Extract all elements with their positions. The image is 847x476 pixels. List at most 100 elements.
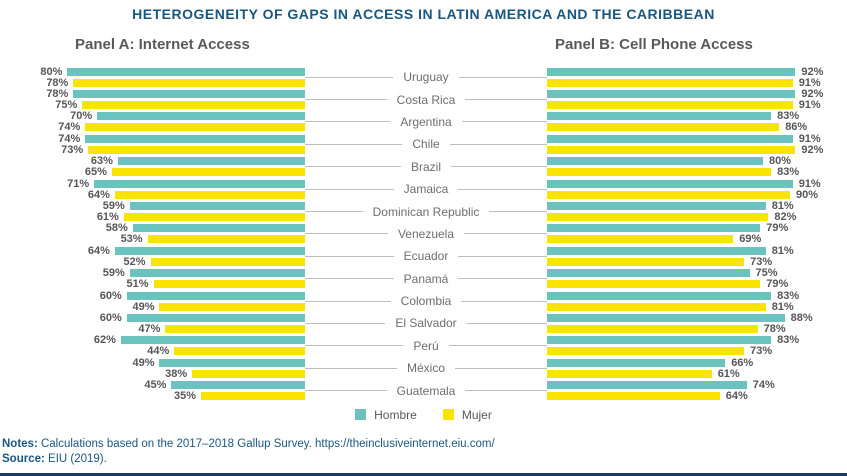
country-row: 59% 51% Panamá 75% 79% xyxy=(8,268,847,290)
bar-line: 71% xyxy=(8,178,305,189)
panel-a-bars: 74% 73% xyxy=(8,133,305,155)
bar-line: 44% xyxy=(8,345,305,358)
bar-line: 78% xyxy=(8,88,305,101)
connector-line xyxy=(455,367,548,369)
bar-line: 47% xyxy=(8,323,305,334)
bar-value-label: 80% xyxy=(769,155,792,168)
bar-value-label: 64% xyxy=(87,188,110,201)
bar-mujer-panel-b xyxy=(547,145,796,154)
bar-line: 74% xyxy=(8,122,305,133)
bar-hombre-panel-a xyxy=(94,179,305,188)
bar-value-label: 78% xyxy=(46,88,69,101)
bar-mujer-panel-a xyxy=(147,235,305,244)
bar-value-label: 35% xyxy=(174,390,197,403)
bar-line: 52% xyxy=(8,255,305,268)
bar-line: 90% xyxy=(547,188,847,201)
panel-headings: Panel A: Internet Access Panel B: Cell P… xyxy=(0,36,847,54)
bar-mujer-panel-a xyxy=(174,347,305,356)
panel-b-bars: 91% 90% xyxy=(547,178,847,200)
country-row: 80% 78% Uruguay 92% 91% xyxy=(8,66,847,88)
connector-line xyxy=(465,99,547,101)
connector-line xyxy=(466,322,547,324)
connector-line xyxy=(305,367,397,369)
bar-line: 92% xyxy=(547,89,847,100)
country-row: 70% 74% Argentina 83% 86% xyxy=(8,111,847,133)
bar-value-label: 70% xyxy=(70,110,93,123)
connector-line xyxy=(464,233,547,235)
bar-line: 70% xyxy=(8,110,305,123)
bar-value-label: 80% xyxy=(40,65,63,78)
country-cell: Colombia xyxy=(305,290,548,312)
bar-value-label: 79% xyxy=(766,278,789,291)
country-cell: Guatemala xyxy=(305,379,548,401)
country-cell: Chile xyxy=(305,133,548,155)
bar-mujer-panel-a xyxy=(192,369,305,378)
panel-a-bars: 78% 75% xyxy=(8,88,305,111)
bar-line: 45% xyxy=(8,380,305,391)
bar-line: 91% xyxy=(547,100,847,111)
bar-hombre-panel-a xyxy=(67,67,305,76)
bar-value-label: 65% xyxy=(84,166,107,179)
country-row: 49% 38% México 66% 61% xyxy=(8,357,847,379)
bar-value-label: 91% xyxy=(798,177,821,190)
bar-line: 64% xyxy=(547,391,847,402)
bar-value-label: 81% xyxy=(771,244,794,257)
bar-value-label: 62% xyxy=(93,334,116,347)
notes-text: Calculations based on the 2017–2018 Gall… xyxy=(37,437,495,450)
legend-label-hombre: Hombre xyxy=(374,407,417,422)
bar-value-label: 61% xyxy=(717,367,740,380)
country-row: 59% 61% Dominican Republic 81% 82% xyxy=(8,200,847,224)
bar-value-label: 73% xyxy=(750,345,773,358)
bar-value-label: 73% xyxy=(750,255,773,268)
bar-hombre-panel-b xyxy=(547,202,766,211)
bar-line: 64% xyxy=(8,188,305,201)
diverging-bar-chart: 80% 78% Uruguay 92% 91% 78% 75% Costa Rica 92% 91… xyxy=(0,66,847,402)
bar-hombre-panel-b xyxy=(547,313,785,322)
bar-mujer-panel-b xyxy=(547,324,758,333)
connector-line xyxy=(305,121,391,123)
bar-line: 79% xyxy=(547,223,847,234)
country-cell: Ecuador xyxy=(305,245,548,267)
bar-line: 83% xyxy=(547,167,847,178)
bar-line: 49% xyxy=(8,301,305,312)
bar-hombre-panel-a xyxy=(171,381,305,390)
bar-value-label: 44% xyxy=(147,345,170,358)
country-label: Dominican Republic xyxy=(372,204,480,219)
bar-mujer-panel-b xyxy=(547,78,793,87)
bar-line: 59% xyxy=(8,201,305,212)
bar-line: 60% xyxy=(8,290,305,301)
panel-b-bars: 80% 83% xyxy=(547,156,847,178)
bar-line: 51% xyxy=(8,279,305,290)
panel-b-bars: 75% 79% xyxy=(547,268,847,290)
panel-a-bars: 70% 74% xyxy=(8,111,305,133)
country-row: 62% 44% Perú 83% 73% xyxy=(8,335,847,357)
country-cell: Dominican Republic xyxy=(305,200,547,222)
panel-a-bars: 58% 53% xyxy=(8,223,305,245)
bar-value-label: 83% xyxy=(777,334,800,347)
legend-item-hombre: Hombre xyxy=(355,408,417,422)
bar-value-label: 59% xyxy=(102,267,125,280)
connector-line xyxy=(465,390,548,392)
connector-line xyxy=(305,255,394,257)
bar-line: 74% xyxy=(8,133,305,144)
connector-line xyxy=(305,278,394,280)
bar-mujer-panel-b xyxy=(547,280,761,289)
panel-a-bars: 59% 61% xyxy=(8,200,305,223)
connector-line xyxy=(461,121,547,123)
panel-b-bars: 66% 61% xyxy=(547,357,847,379)
panel-b-bars: 92% 91% xyxy=(547,88,847,111)
bar-value-label: 90% xyxy=(796,188,819,201)
country-label: Costa Rica xyxy=(396,92,456,107)
bar-value-label: 73% xyxy=(61,143,84,156)
bar-value-label: 52% xyxy=(123,255,146,268)
bar-hombre-panel-b xyxy=(547,269,750,278)
bar-value-label: 82% xyxy=(774,211,797,224)
bar-line: 58% xyxy=(8,223,305,234)
connector-line xyxy=(449,143,548,145)
panel-a-bars: 80% 78% xyxy=(8,66,305,88)
bar-hombre-panel-a xyxy=(85,134,305,143)
country-row: 74% 73% Chile 91% 92% xyxy=(8,133,847,155)
bar-value-label: 86% xyxy=(785,121,808,134)
connector-line xyxy=(458,255,548,257)
bar-mujer-panel-a xyxy=(85,123,305,132)
